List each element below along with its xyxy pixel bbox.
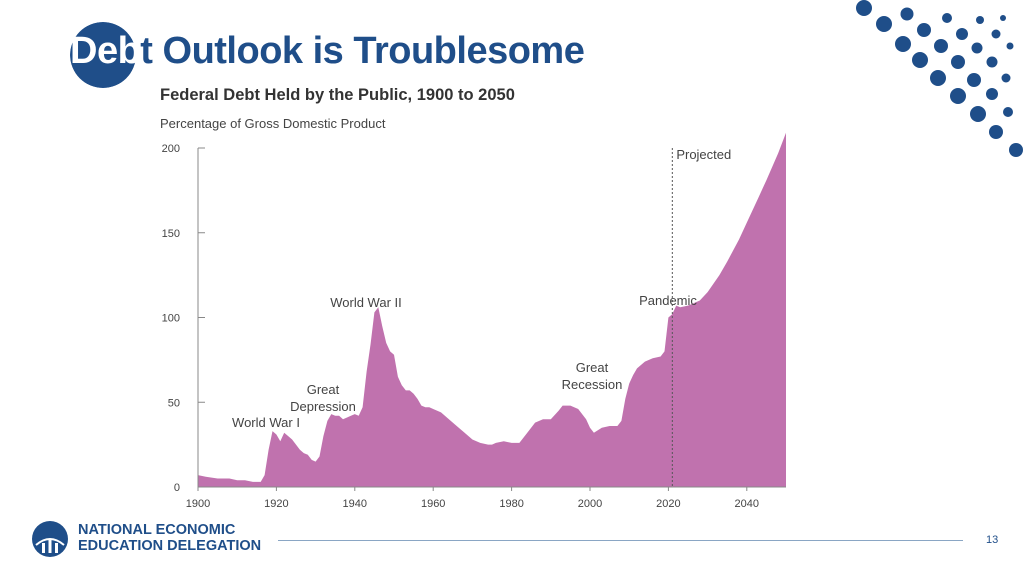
org-name-line2: EDUCATION DELEGATION [78,538,262,554]
globe-logo-icon [32,521,68,557]
slide-title-rest: t Outlook is Troublesome [140,30,585,72]
debt-area-chart: 0 50 100 150 200 1900 1920 1940 1960 1980 2000 2020… [162,132,786,510]
annotation-world-war-1: World War I [232,415,300,430]
x-tick-label: 2040 [735,498,759,510]
x-tick-label: 1980 [499,498,523,510]
x-tick-label: 1940 [343,498,367,510]
org-name-line1: NATIONAL ECONOMIC [78,522,236,538]
y-tick-label: 50 [168,397,180,409]
footer-divider [278,540,963,541]
y-tick-label: 0 [174,482,180,494]
y-tick-label: 100 [162,313,180,325]
x-tick-label: 2020 [656,498,680,510]
projection-label: Projected [676,147,731,162]
y-tick-label: 200 [162,143,180,155]
x-tick-label: 1900 [186,498,210,510]
annotation-pandemic: Pandemic [639,293,697,308]
y-tick-label: 150 [162,228,180,240]
chart-subtitle: Percentage of Gross Domestic Product [160,116,386,131]
x-tick-label: 2000 [578,498,602,510]
slide-title: Debt Outlook is Troublesome [70,30,585,73]
annotation-world-war-2: World War II [330,295,402,310]
debt-area-series [198,132,786,487]
chart-title: Federal Debt Held by the Public, 1900 to… [160,86,515,104]
x-tick-label: 1960 [421,498,445,510]
x-tick-label: 1920 [264,498,288,510]
org-name: NATIONAL ECONOMIC EDUCATION DELEGATION [78,522,261,554]
page-number: 13 [986,534,999,546]
annotation-great-depression: Great Depression [290,382,356,414]
annotation-great-recession: Great Recession [562,360,623,392]
title-accent-circle [70,22,136,88]
slide-title-lead: Deb [70,30,141,72]
